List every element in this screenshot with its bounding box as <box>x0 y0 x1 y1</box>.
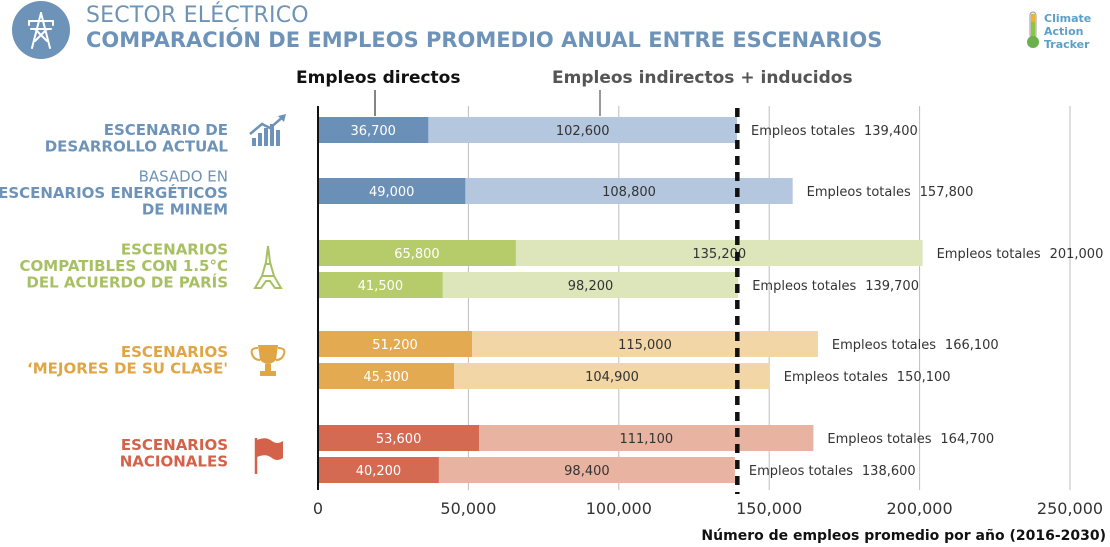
bar-indirect-label: 115,000 <box>618 338 672 353</box>
group-label: DEL ACUERDO DE PARÍS <box>26 273 228 292</box>
total-value-label: 139,400 <box>864 124 918 139</box>
bar-indirect <box>472 331 818 357</box>
x-tick-label: 50,000 <box>440 499 496 518</box>
group-label: COMPATIBLES CON 1.5°C <box>20 257 228 275</box>
bar-direct-label: 45,300 <box>363 370 409 385</box>
x-tick-label: 100,000 <box>586 499 652 518</box>
total-value-label: 138,600 <box>862 464 916 479</box>
bar-direct-label: 65,800 <box>394 247 440 262</box>
bar-indirect-label: 102,600 <box>556 124 610 139</box>
climate-action-tracker-logo: Climate Action Tracker <box>1024 8 1104 54</box>
x-tick-label: 150,000 <box>736 499 802 518</box>
total-text: Empleos totales <box>752 279 856 294</box>
group-label: BASADO EN <box>139 168 228 186</box>
group-label: DE MINEM <box>142 201 228 219</box>
bar-indirect <box>438 457 735 483</box>
group-label: ESCENARIOS <box>121 241 228 259</box>
bar-indirect-label: 111,100 <box>619 432 673 447</box>
total-text: Empleos totales <box>937 247 1041 262</box>
bar-indirect <box>454 363 770 389</box>
bar-direct <box>318 457 439 483</box>
group-label: ESCENARIOS ENERGÉTICOS <box>0 183 228 202</box>
bar-indirect-label: 108,800 <box>602 185 656 200</box>
total-value-label: 201,000 <box>1050 247 1104 262</box>
x-tick-label: 0 <box>313 499 323 518</box>
bar-direct-label: 49,000 <box>369 185 415 200</box>
total-text: Empleos totales <box>751 124 855 139</box>
total-text: Empleos totales <box>807 185 911 200</box>
bar-direct-label: 40,200 <box>356 464 402 479</box>
group-label: ESCENARIOS <box>121 343 228 361</box>
bar-direct <box>318 178 466 204</box>
group-label: DESARROLLO ACTUAL <box>45 137 229 155</box>
group-label: ESCENARIO DE <box>104 121 228 139</box>
bar-indirect <box>515 240 923 266</box>
rising-chart-icon <box>249 114 286 146</box>
total-text: Empleos totales <box>827 432 931 447</box>
total-text: Empleos totales <box>749 464 853 479</box>
total-value-label: 150,100 <box>897 370 951 385</box>
group-label: ESCENARIOS <box>121 436 228 454</box>
bar-indirect-label: 104,900 <box>585 370 639 385</box>
bar-direct <box>318 240 516 266</box>
bar-indirect <box>442 272 739 298</box>
total-text: Empleos totales <box>832 338 936 353</box>
page-title: SECTOR ELÉCTRICO <box>86 3 309 28</box>
bar-direct-label: 51,200 <box>372 338 418 353</box>
bar-indirect-label: 135,200 <box>692 247 746 262</box>
bar-direct-label: 41,500 <box>358 279 404 294</box>
bar-direct-label: 36,700 <box>350 124 396 139</box>
logo-line3: Tracker <box>1044 38 1090 51</box>
power-tower-icon <box>12 1 70 59</box>
flag-icon <box>254 438 283 474</box>
total-value-label: 164,700 <box>940 432 994 447</box>
total-value-label: 157,800 <box>920 185 974 200</box>
bar-direct-label: 53,600 <box>376 432 422 447</box>
legend-indirect: Empleos indirectos + inducidos <box>552 68 853 88</box>
total-value-label: 166,100 <box>945 338 999 353</box>
bar-direct <box>318 425 480 451</box>
trophy-icon <box>250 345 286 376</box>
group-label: NACIONALES <box>120 452 228 470</box>
x-axis-label: Número de empleos promedio por año (2016… <box>701 528 1106 544</box>
bar-indirect <box>479 425 814 451</box>
logo-line2: Action <box>1044 25 1084 38</box>
bar-direct <box>318 272 443 298</box>
bar-indirect-label: 98,400 <box>564 464 610 479</box>
page-subtitle: COMPARACIÓN DE EMPLEOS PROMEDIO ANUAL EN… <box>86 28 883 52</box>
bar-direct <box>318 363 455 389</box>
bar-direct <box>318 331 473 357</box>
legend-direct: Empleos directos <box>296 68 460 88</box>
total-value-label: 139,700 <box>865 279 919 294</box>
thermometer-icon <box>1027 11 1039 48</box>
logo-line1: Climate <box>1044 12 1092 25</box>
x-tick-label: 250,000 <box>1037 499 1103 518</box>
bar-indirect <box>428 117 738 143</box>
x-tick-label: 200,000 <box>887 499 953 518</box>
bar-direct <box>318 117 429 143</box>
eiffel-tower-icon <box>253 245 283 289</box>
bar-indirect-label: 98,200 <box>568 279 614 294</box>
group-label: ‘MEJORES DE SU CLASE' <box>27 359 228 377</box>
total-text: Empleos totales <box>784 370 888 385</box>
